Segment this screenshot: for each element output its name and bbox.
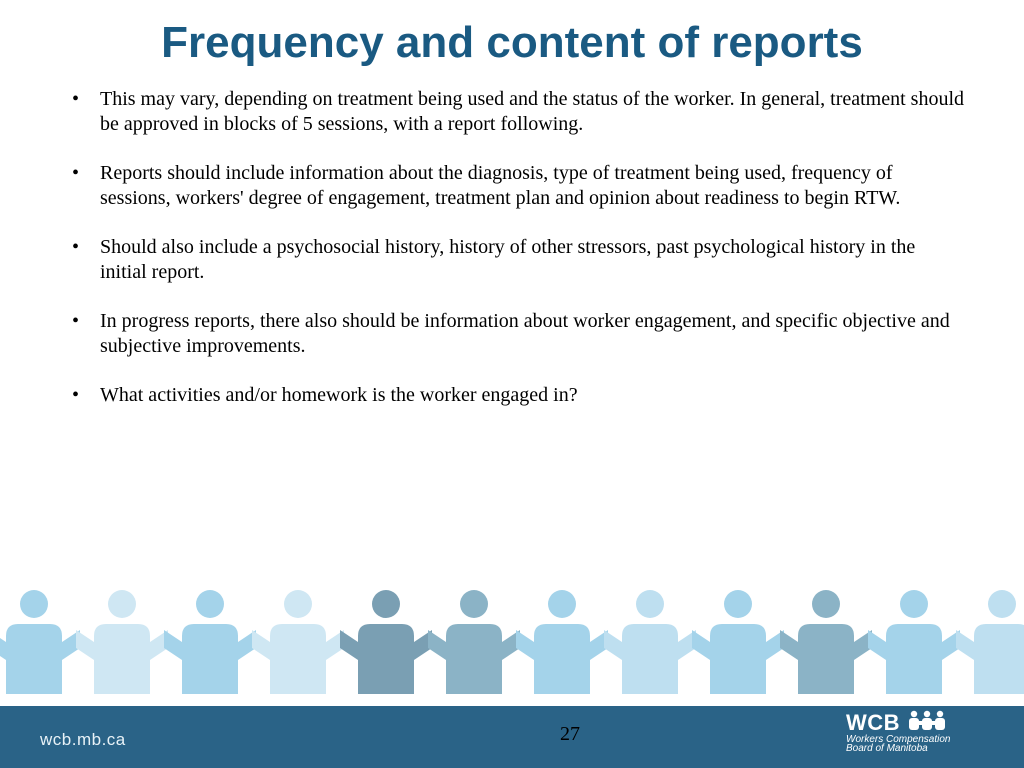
wcb-logo-people-icon (907, 710, 947, 737)
footer-bar: wcb.mb.ca 27 WCB Workers Compensation Bo… (0, 706, 1024, 768)
wcb-logo-text: WCB (846, 710, 900, 736)
bullet-list: This may vary, depending on treatment be… (60, 87, 964, 408)
bullet-item: Should also include a psychosocial histo… (60, 235, 964, 285)
slide-body: This may vary, depending on treatment be… (0, 69, 1024, 408)
bullet-item: In progress reports, there also should b… (60, 309, 964, 359)
slide-title: Frequency and content of reports (0, 0, 1024, 69)
bullet-item: What activities and/or homework is the w… (60, 383, 964, 408)
page-number: 27 (560, 723, 580, 746)
wcb-logo: WCB Workers Compensation Board of Manito… (846, 710, 996, 760)
wcb-logo-sub2: Board of Manitoba (846, 744, 996, 755)
bullet-item: This may vary, depending on treatment be… (60, 87, 964, 137)
people-chain-graphic (0, 586, 1024, 706)
bullet-item: Reports should include information about… (60, 161, 964, 211)
footer-url: wcb.mb.ca (40, 730, 126, 750)
